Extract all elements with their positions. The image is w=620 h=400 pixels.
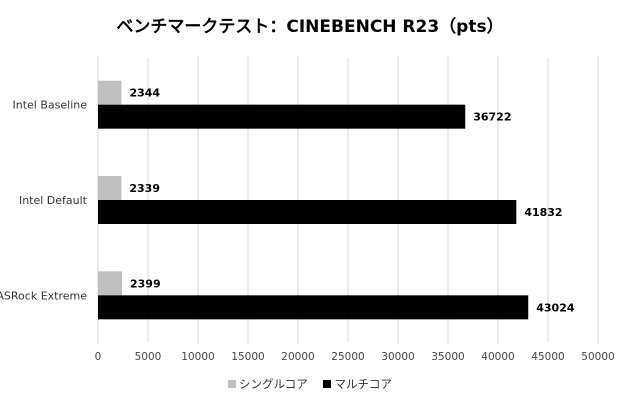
- legend-label-multi: マルチコア: [334, 377, 392, 391]
- bar-multi-core: [98, 200, 517, 224]
- data-label: 2344: [129, 87, 160, 100]
- legend-label-single: シングルコア: [239, 377, 308, 391]
- chart-legend: シングルコア マルチコア: [0, 376, 620, 392]
- x-tick-label: 40000: [481, 351, 514, 363]
- bar-multi-core: [98, 104, 466, 129]
- category-label: ASRock Extreme: [0, 289, 87, 302]
- data-label: 43024: [536, 301, 575, 314]
- legend-swatch-multi: [323, 380, 332, 388]
- x-tick-label: 5000: [135, 351, 162, 363]
- bar-single-core: [98, 80, 122, 105]
- x-tick-label: 45000: [531, 351, 564, 363]
- legend-swatch-single: [228, 380, 237, 388]
- x-tick-label: 10000: [181, 351, 214, 363]
- x-tick-label: 15000: [231, 351, 264, 363]
- x-tick-label: 50000: [581, 351, 614, 363]
- x-tick-label: 0: [95, 351, 102, 363]
- data-label: 2339: [129, 182, 160, 195]
- x-tick-label: 35000: [431, 351, 464, 363]
- x-tick-label: 25000: [331, 351, 364, 363]
- data-label: 41832: [524, 206, 562, 219]
- x-tick-label: 30000: [381, 351, 414, 363]
- bar-multi-core: [98, 295, 529, 320]
- bar-single-core: [98, 271, 122, 296]
- bar-single-core: [98, 176, 122, 200]
- x-tick-label: 20000: [281, 351, 314, 363]
- legend-item-multi: マルチコア: [323, 376, 392, 392]
- chart-title: ベンチマークテスト：CINEBENCH R23（pts）: [116, 17, 504, 37]
- category-label: Intel Baseline: [13, 99, 88, 112]
- legend-item-single: シングルコア: [228, 376, 308, 392]
- category-label: Intel Default: [19, 194, 88, 207]
- data-label: 2399: [130, 277, 161, 290]
- data-label: 36722: [473, 111, 511, 124]
